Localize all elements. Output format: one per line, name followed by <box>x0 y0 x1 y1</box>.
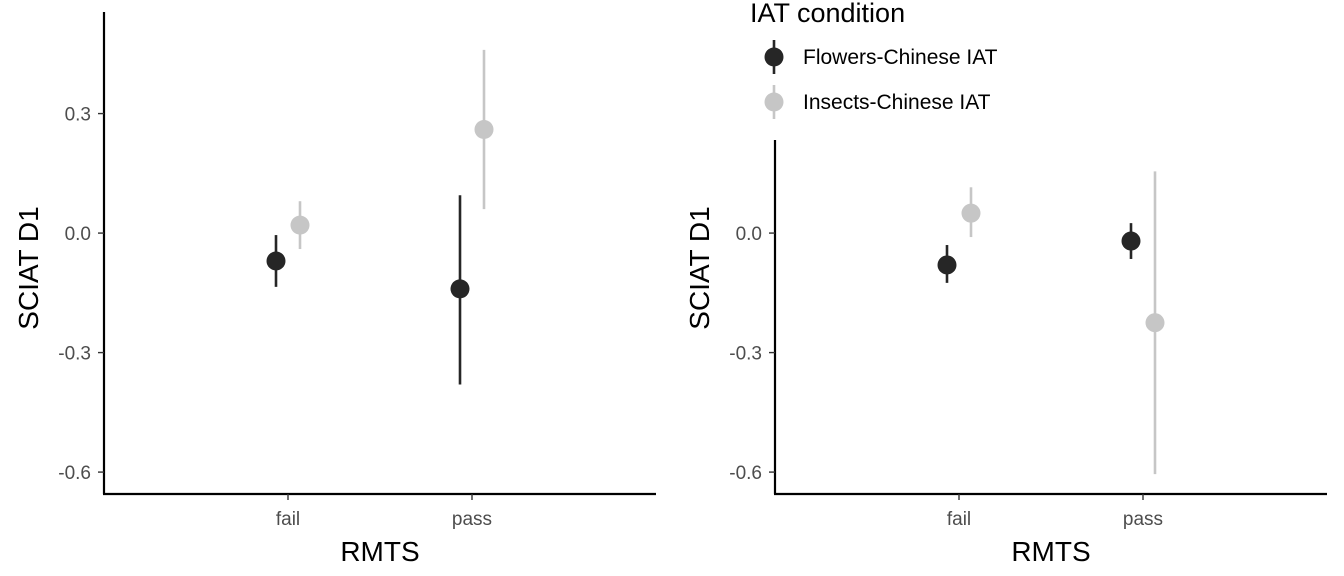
chart-panel-1: -0.6 -0.3 0.0 0.3 fail pass RMTS SCIAT D1 <box>13 12 656 567</box>
series-1 <box>266 195 470 385</box>
y-tick-label: 0.0 <box>736 224 762 245</box>
legend-label: Insects-Chinese IAT <box>803 91 991 114</box>
legend-background <box>728 0 1038 140</box>
data-point <box>961 203 981 223</box>
x-tick-label: fail <box>947 509 971 530</box>
data-point <box>450 279 470 299</box>
x-tick-label: pass <box>1123 509 1163 530</box>
x-axis-title: RMTS <box>340 536 419 567</box>
legend: IAT condition Flowers-Chinese IAT Insect… <box>728 0 1038 140</box>
y-tick-label: 0.3 <box>65 105 91 126</box>
series-2 <box>961 171 1165 475</box>
data-point <box>266 251 286 271</box>
legend-item-flowers: Flowers-Chinese IAT <box>764 40 998 74</box>
y-tick-label: -0.3 <box>58 344 91 365</box>
y-tick-label: -0.3 <box>729 344 762 365</box>
series-1 <box>937 223 1141 283</box>
x-tick-label: pass <box>452 509 492 530</box>
legend-title: IAT condition <box>750 0 905 28</box>
legend-key-point <box>764 92 784 112</box>
y-axis-title: SCIAT D1 <box>684 206 715 329</box>
x-tick-label: fail <box>276 509 300 530</box>
data-point <box>1121 231 1141 251</box>
data-point <box>1145 313 1165 333</box>
y-axis-title: SCIAT D1 <box>13 206 44 329</box>
y-tick-label: 0.0 <box>65 224 91 245</box>
y-tick-label: -0.6 <box>58 463 91 484</box>
data-point <box>937 255 957 275</box>
y-tick-label: -0.6 <box>729 463 762 484</box>
data-point <box>290 215 310 235</box>
legend-item-insects: Insects-Chinese IAT <box>764 85 991 119</box>
data-point <box>474 120 494 140</box>
series-2 <box>290 49 494 250</box>
x-axis-title: RMTS <box>1011 536 1090 567</box>
legend-label: Flowers-Chinese IAT <box>803 46 998 69</box>
legend-key-point <box>764 47 784 67</box>
